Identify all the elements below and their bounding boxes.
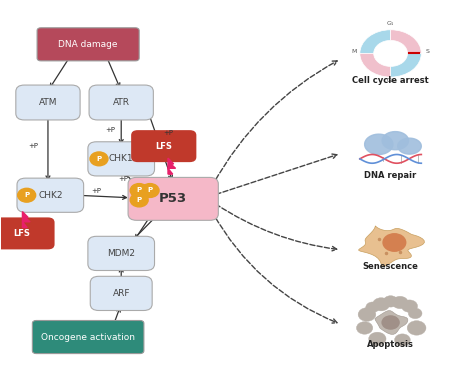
Circle shape (407, 321, 426, 335)
FancyBboxPatch shape (90, 276, 152, 311)
Text: Cell cycle arrest: Cell cycle arrest (352, 76, 429, 85)
Polygon shape (375, 311, 408, 334)
Wedge shape (360, 53, 391, 77)
Text: G₁: G₁ (387, 21, 394, 26)
Circle shape (392, 296, 408, 309)
FancyBboxPatch shape (128, 177, 219, 220)
Text: P: P (96, 156, 101, 162)
Circle shape (18, 188, 36, 202)
Circle shape (394, 334, 410, 346)
Text: ATR: ATR (113, 98, 130, 107)
Polygon shape (365, 134, 393, 154)
Text: P: P (24, 192, 29, 198)
Text: MDM2: MDM2 (107, 249, 135, 258)
FancyBboxPatch shape (32, 320, 144, 354)
Text: Senescence: Senescence (363, 262, 419, 271)
Text: DNA damage: DNA damage (58, 40, 118, 49)
FancyBboxPatch shape (16, 85, 80, 120)
Circle shape (383, 234, 406, 251)
Text: ARF: ARF (112, 289, 130, 298)
FancyBboxPatch shape (131, 130, 196, 162)
Circle shape (373, 298, 390, 311)
Text: +P: +P (164, 130, 174, 136)
Polygon shape (359, 226, 424, 266)
Circle shape (401, 300, 418, 312)
Text: LFS: LFS (155, 142, 172, 151)
Text: CHK1: CHK1 (109, 154, 134, 164)
Wedge shape (360, 30, 391, 53)
Circle shape (356, 322, 373, 334)
Wedge shape (391, 30, 421, 53)
Text: +P: +P (28, 143, 38, 149)
Text: Apoptosis: Apoptosis (367, 340, 414, 349)
FancyBboxPatch shape (89, 85, 154, 120)
Text: P: P (137, 197, 142, 203)
Text: S: S (426, 49, 429, 54)
Circle shape (90, 152, 108, 166)
Text: LFS: LFS (14, 229, 30, 238)
Circle shape (369, 332, 386, 346)
Circle shape (408, 308, 422, 319)
Text: ATM: ATM (39, 98, 57, 107)
FancyBboxPatch shape (17, 178, 83, 212)
Text: CHK2: CHK2 (38, 191, 63, 200)
Polygon shape (22, 212, 30, 228)
Text: +P: +P (106, 127, 116, 132)
Circle shape (382, 316, 399, 329)
FancyBboxPatch shape (88, 236, 155, 270)
Text: P53: P53 (159, 192, 187, 205)
FancyBboxPatch shape (37, 28, 139, 61)
Polygon shape (398, 138, 421, 154)
Text: G₂: G₂ (387, 78, 394, 83)
Wedge shape (391, 53, 421, 77)
FancyBboxPatch shape (0, 218, 55, 249)
Text: DNA repair: DNA repair (365, 171, 417, 180)
Polygon shape (382, 132, 409, 150)
Text: P: P (137, 188, 142, 193)
Text: Oncogene activation: Oncogene activation (41, 333, 135, 342)
Text: +P: +P (118, 176, 128, 182)
Circle shape (130, 184, 148, 197)
Circle shape (358, 308, 376, 321)
Text: P: P (147, 188, 153, 193)
Circle shape (141, 184, 159, 197)
Text: M: M (352, 49, 357, 54)
Text: +P: +P (91, 188, 101, 194)
Circle shape (383, 296, 398, 307)
Circle shape (130, 193, 148, 207)
Circle shape (366, 302, 380, 312)
FancyBboxPatch shape (88, 142, 155, 176)
Polygon shape (168, 158, 175, 174)
